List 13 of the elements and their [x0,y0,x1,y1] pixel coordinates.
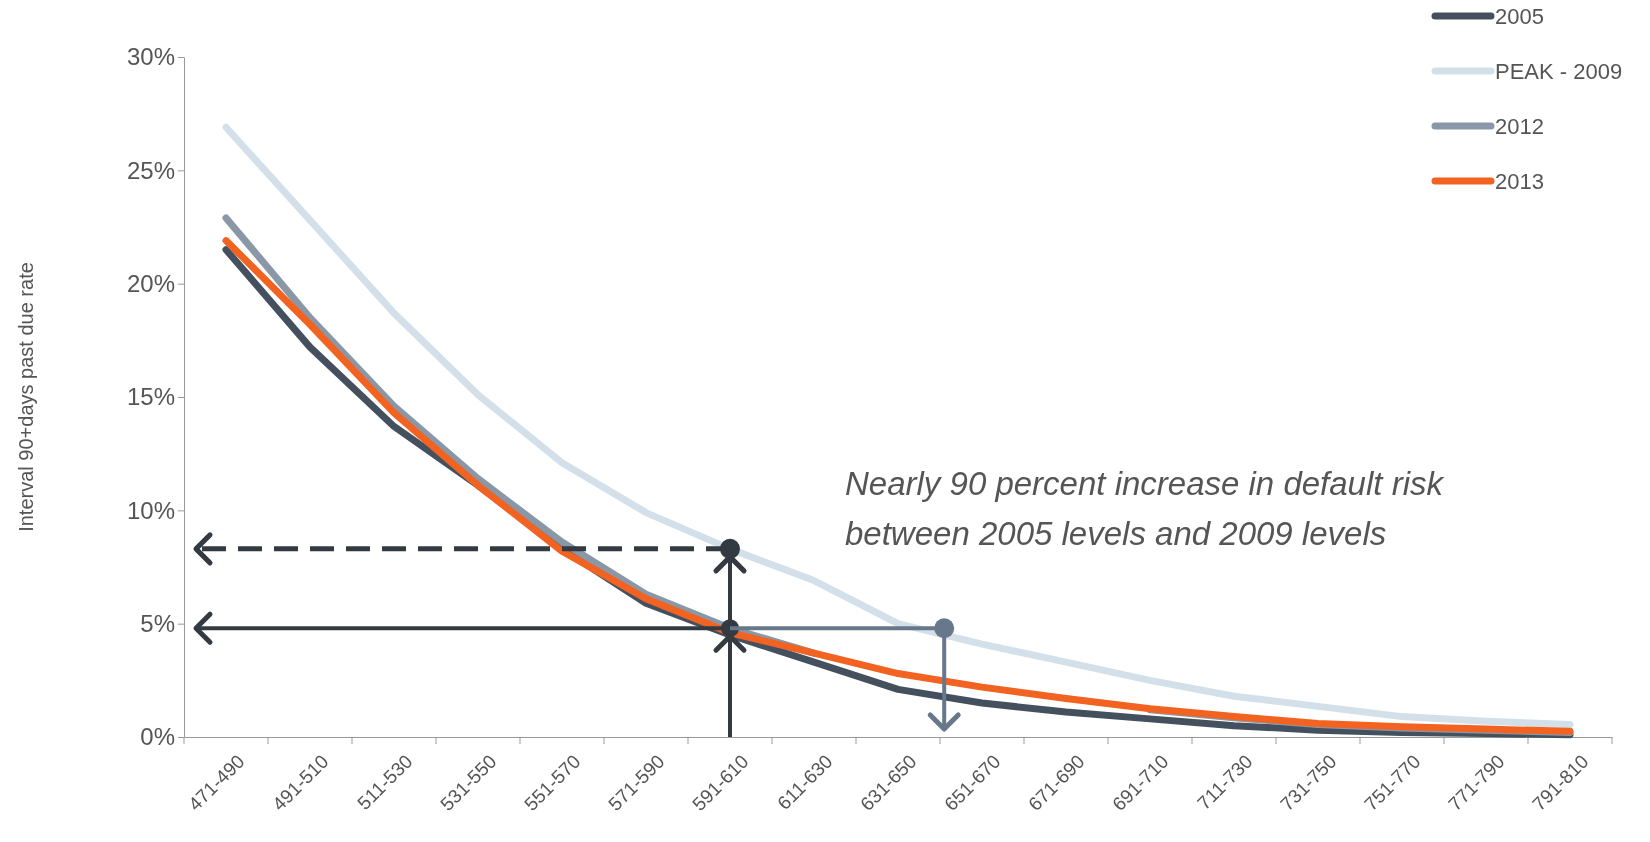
y-tick-label: 0% [140,723,175,751]
annotation: Nearly 90 percent increase in default risk between 2005 levels and 2009 levels [845,465,1445,552]
y-tick-label: 30% [126,43,175,71]
legend-label: 2005 [1495,4,1544,29]
y-tick-label: 10% [126,496,175,524]
y-axis-title: Interval 90+days past due rate [15,262,37,532]
legend-label: PEAK - 2009 [1495,59,1623,84]
y-tick-label: 25% [126,156,175,184]
y-tick-label: 20% [126,269,175,297]
y-tick-label: 15% [126,383,175,411]
legend-label: 2012 [1495,114,1544,139]
legend-label: 2013 [1495,169,1544,194]
y-tick-label: 5% [140,609,175,637]
